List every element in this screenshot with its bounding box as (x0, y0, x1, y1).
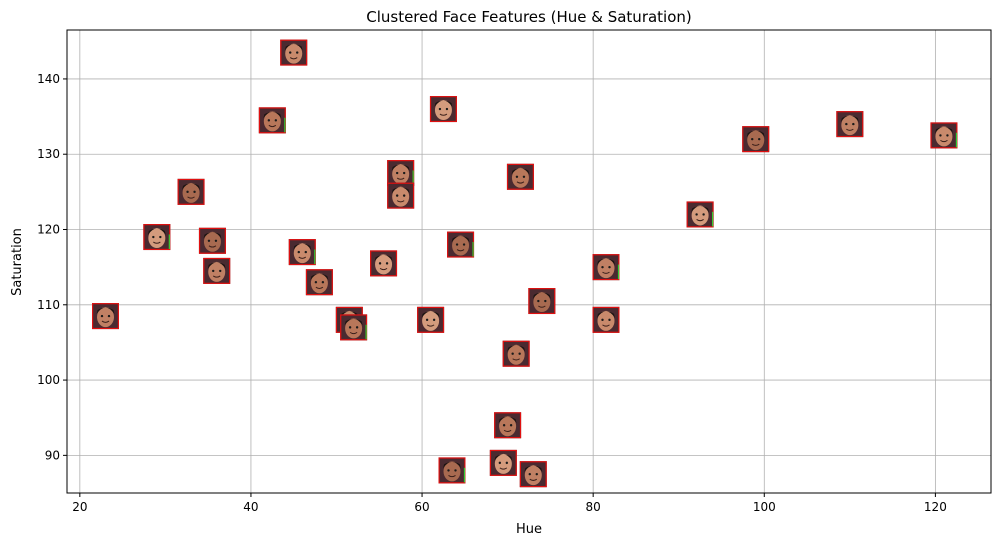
face-point (836, 111, 864, 138)
face-point (203, 257, 231, 284)
y-tick-label: 90 (45, 448, 60, 462)
face-point (280, 39, 308, 66)
x-tick-label: 120 (924, 500, 947, 514)
x-tick-label: 20 (72, 500, 87, 514)
x-axis-label: Hue (516, 522, 542, 537)
face-point (143, 224, 171, 251)
face-point (519, 461, 547, 488)
face-point (429, 96, 457, 123)
face-point (494, 412, 522, 439)
y-tick-label: 100 (37, 373, 60, 387)
chart-title: Clustered Face Features (Hue & Saturatio… (366, 8, 692, 26)
face-point (528, 288, 556, 315)
face-point (438, 457, 466, 484)
face-point (742, 126, 770, 153)
x-tick-label: 60 (414, 500, 429, 514)
face-point (92, 303, 119, 330)
face-point (592, 306, 620, 333)
x-tick-label: 80 (586, 500, 601, 514)
ticks-layer: 20 40 60 80 100 120 90 100 110 120 130 140 (37, 72, 947, 514)
face-point (502, 340, 530, 367)
face-point (686, 201, 714, 228)
face-point (288, 239, 316, 266)
y-tick-label: 130 (37, 147, 60, 161)
y-tick-label: 140 (37, 72, 60, 86)
face-point (489, 449, 517, 476)
face-point (340, 314, 368, 341)
face-point (387, 182, 415, 209)
plot-frame (66, 29, 992, 494)
face-point (930, 122, 958, 149)
face-point (447, 231, 475, 258)
face-point (177, 178, 205, 205)
points-layer (92, 39, 958, 488)
face-point (592, 254, 620, 281)
face-point (387, 160, 415, 187)
x-tick-label: 40 (243, 500, 258, 514)
x-tick-label: 100 (753, 500, 776, 514)
face-point (417, 306, 445, 333)
y-axis-label: Saturation (10, 228, 25, 296)
face-point (305, 269, 333, 296)
face-point (198, 227, 226, 254)
face-point (506, 163, 534, 190)
face-point (258, 107, 286, 134)
y-tick-label: 110 (37, 298, 60, 312)
face-point (370, 250, 398, 277)
y-tick-label: 120 (37, 223, 60, 237)
